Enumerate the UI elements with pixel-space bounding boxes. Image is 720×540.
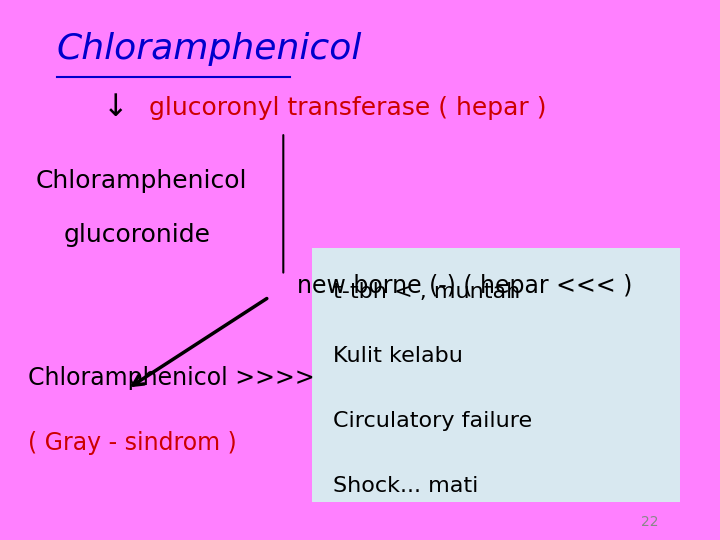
Text: Chloramphenicol: Chloramphenicol [57, 32, 362, 65]
Text: new borne (-) ( hepar <<< ): new borne (-) ( hepar <<< ) [297, 274, 633, 298]
Text: 22: 22 [642, 515, 659, 529]
Text: ( Gray - sindrom ): ( Gray - sindrom ) [28, 431, 237, 455]
Text: glucoronide: glucoronide [64, 223, 211, 247]
Text: glucoronyl transferase ( hepar ): glucoronyl transferase ( hepar ) [149, 96, 546, 120]
Text: Kulit kelabu: Kulit kelabu [333, 346, 463, 367]
Text: Chloramphenicol >>>>: Chloramphenicol >>>> [28, 366, 315, 390]
Text: Circulatory failure: Circulatory failure [333, 411, 532, 431]
Text: t-tbh < , muntah: t-tbh < , muntah [333, 281, 520, 302]
Text: Chloramphenicol: Chloramphenicol [35, 169, 247, 193]
Text: Shock... mati: Shock... mati [333, 476, 478, 496]
FancyBboxPatch shape [312, 248, 680, 502]
Text: ↓: ↓ [103, 93, 128, 123]
